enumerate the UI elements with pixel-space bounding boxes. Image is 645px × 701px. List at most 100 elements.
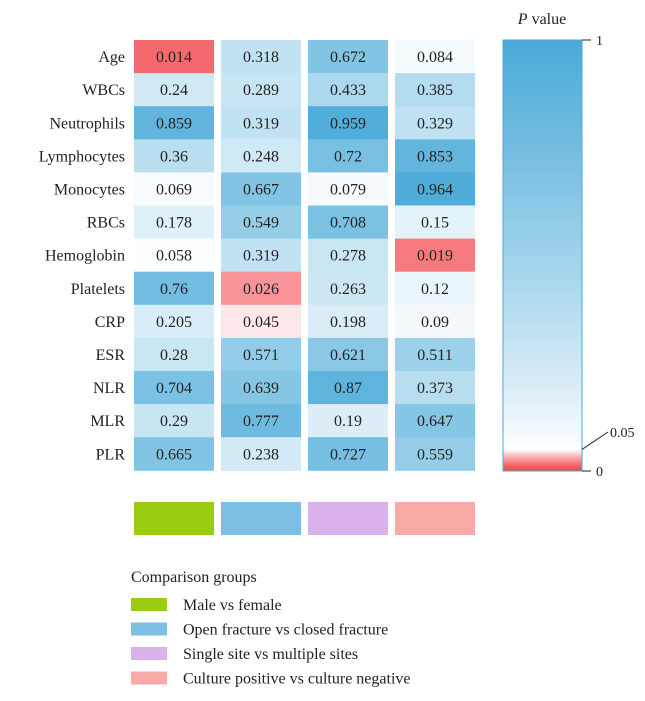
heatmap-cell	[395, 73, 475, 107]
row-label: Age	[98, 49, 125, 66]
cell-value: 0.238	[243, 446, 279, 463]
cell-value: 0.058	[156, 248, 192, 265]
colorbar-gradient	[502, 39, 583, 472]
heatmap-cell	[221, 337, 301, 372]
heatmap-cell	[308, 238, 388, 273]
heatmap-cells: 0.014 0.318 0.672 0.084 0.24 0.289 0.433 0.385 0…	[134, 40, 475, 471]
cell-value: 0.084	[417, 49, 453, 66]
heatmap-cell	[221, 139, 301, 173]
heatmap-cell	[395, 371, 475, 405]
row-label: Lymphocytes	[39, 148, 125, 165]
cell-value: 0.248	[243, 148, 279, 165]
cell-value: 0.09	[421, 314, 449, 331]
cell-value: 0.727	[330, 446, 366, 463]
group-bar	[221, 502, 301, 535]
cell-value: 0.964	[417, 181, 453, 198]
legend-title: Comparison groups	[131, 569, 257, 586]
heatmap-cell	[134, 271, 214, 306]
cell-value: 0.777	[243, 413, 279, 430]
colorbar-tick-line	[581, 431, 609, 450]
heatmap-cell	[221, 437, 301, 471]
cell-value: 0.571	[243, 347, 279, 364]
cell-value: 0.329	[417, 115, 453, 132]
cell-value: 0.672	[330, 49, 366, 66]
cell-value: 0.15	[421, 215, 449, 232]
row-label: Monocytes	[54, 181, 125, 198]
heatmap-cell	[395, 238, 475, 273]
colorbar-title-italic: P	[517, 11, 528, 28]
cell-value: 0.373	[417, 380, 453, 397]
heatmap-cell	[395, 271, 475, 306]
heatmap-cell	[134, 238, 214, 273]
colorbar-title-rest: value	[528, 11, 567, 28]
cell-value: 0.667	[243, 181, 279, 198]
cell-value: 0.319	[243, 248, 279, 265]
cell-value: 0.263	[330, 281, 366, 298]
cell-value: 0.549	[243, 215, 279, 232]
legend-label: Male vs female	[183, 597, 282, 614]
heatmap-cell	[395, 337, 475, 372]
cell-value: 0.665	[156, 446, 192, 463]
cell-value: 0.36	[160, 148, 188, 165]
heatmap-cell	[395, 172, 475, 206]
cell-value: 0.24	[160, 82, 188, 99]
legend: Comparison groups Male vs female Open fra…	[131, 569, 411, 688]
heatmap-cell	[308, 337, 388, 372]
heatmap-cell	[134, 40, 214, 74]
heatmap-cell	[134, 337, 214, 372]
colorbar: P value 1 0.05 0	[502, 11, 635, 480]
heatmap-cell	[395, 139, 475, 173]
group-bar	[395, 502, 475, 535]
row-label: NLR	[93, 380, 125, 397]
row-labels: Age WBCs Neutrophils Lymphocytes Monocytes RB…	[39, 49, 126, 463]
row-label: PLR	[96, 446, 126, 463]
row-label: MLR	[90, 413, 125, 430]
heatmap-cell	[308, 205, 388, 240]
heatmap-cell	[134, 73, 214, 107]
row-label: Hemoglobin	[45, 248, 125, 265]
cell-value: 0.385	[417, 82, 453, 99]
heatmap-cell	[221, 73, 301, 107]
cell-value: 0.014	[156, 49, 192, 66]
group-color-bars	[134, 502, 475, 535]
heatmap-cell	[134, 139, 214, 173]
heatmap-cell	[221, 238, 301, 273]
legend-label: Single site vs multiple sites	[183, 646, 358, 663]
heatmap-cell	[308, 172, 388, 206]
heatmap-cell	[395, 304, 475, 339]
cell-value: 0.433	[330, 82, 366, 99]
heatmap-cell	[221, 106, 301, 140]
cell-value: 0.853	[417, 148, 453, 165]
legend-swatch	[131, 647, 167, 660]
cell-value: 0.178	[156, 215, 192, 232]
heatmap-cell	[134, 404, 214, 438]
cell-value: 0.72	[334, 148, 362, 165]
cell-value: 0.28	[160, 347, 188, 364]
cell-value: 0.859	[156, 115, 192, 132]
cell-value: 0.319	[243, 115, 279, 132]
heatmap-cell	[308, 304, 388, 339]
heatmap-cell	[308, 437, 388, 471]
group-bar	[134, 502, 214, 535]
heatmap-cell	[308, 271, 388, 306]
cell-value: 0.045	[243, 314, 279, 331]
cell-value: 0.704	[156, 380, 192, 397]
cell-value: 0.289	[243, 82, 279, 99]
cell-value: 0.019	[417, 248, 453, 265]
heatmap-cell	[221, 271, 301, 306]
heatmap-cell	[308, 73, 388, 107]
cell-value: 0.29	[160, 413, 188, 430]
heatmap-cell	[395, 205, 475, 240]
group-bar	[308, 502, 388, 535]
row-label: ESR	[96, 347, 126, 364]
cell-value: 0.026	[243, 281, 279, 298]
heatmap-cell	[221, 172, 301, 206]
cell-value: 0.278	[330, 248, 366, 265]
cell-value: 0.559	[417, 446, 453, 463]
heatmap-cell	[395, 437, 475, 471]
legend-items: Male vs female Open fracture vs closed fr…	[131, 597, 411, 688]
cell-value: 0.647	[417, 413, 453, 430]
cell-value: 0.639	[243, 380, 279, 397]
legend-swatch	[131, 622, 167, 636]
